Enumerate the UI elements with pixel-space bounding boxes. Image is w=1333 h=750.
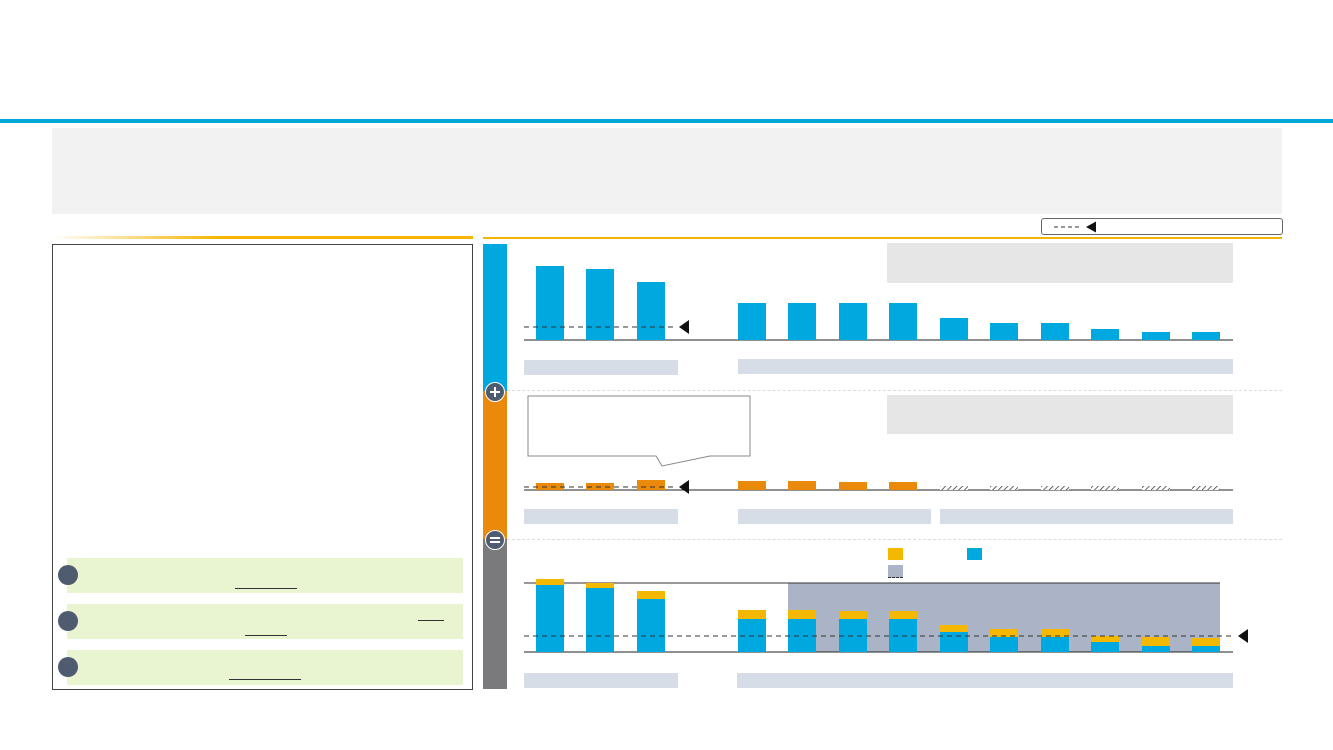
- bar-segment-yellow: [940, 625, 968, 632]
- bar-segment-yellow: [1142, 637, 1170, 646]
- bar-segment-blue: [1142, 646, 1170, 652]
- hatched-bar: [1192, 486, 1220, 490]
- band-blue: [483, 244, 507, 391]
- summary-box: [52, 128, 1282, 214]
- bar: [1041, 323, 1069, 340]
- group-label-b: [738, 509, 931, 524]
- bar: [738, 303, 766, 340]
- number-circle-icon: [58, 611, 78, 631]
- bar-segment-blue: [1192, 646, 1220, 652]
- hatched-bar: [1041, 486, 1069, 490]
- number-circle-icon: [58, 565, 78, 585]
- reference-legend-box: [1041, 218, 1283, 235]
- group-label-b: [738, 359, 1233, 374]
- bar-segment-yellow: [839, 611, 867, 619]
- triangle-marker-icon: [679, 480, 689, 494]
- bar-segment-blue: [990, 637, 1018, 652]
- underline: [418, 620, 444, 621]
- hatched-bar: [940, 486, 968, 490]
- group-label-b: [737, 673, 1233, 688]
- number-circle-icon: [58, 657, 78, 677]
- bar: [1142, 332, 1170, 340]
- bar-segment-blue: [1041, 637, 1069, 652]
- underline: [229, 679, 301, 680]
- plus-circle-icon: [485, 382, 505, 402]
- bar-segment-yellow: [1041, 629, 1069, 637]
- note-box-top: [887, 243, 1233, 283]
- hatched-bar: [1091, 486, 1119, 490]
- bar-segment-blue: [637, 599, 665, 652]
- bar: [889, 303, 917, 340]
- band-grey: [483, 539, 507, 689]
- bar: [1091, 329, 1119, 340]
- underline: [235, 588, 297, 589]
- bar-segment-blue: [788, 619, 816, 652]
- equals-circle-icon: [485, 530, 505, 550]
- bar: [940, 318, 968, 340]
- bar-segment-yellow: [637, 591, 665, 599]
- bar-segment-yellow: [990, 629, 1018, 637]
- legend-swatch-yellow: [888, 548, 903, 560]
- left-text-panel: [52, 244, 473, 690]
- bar-segment-blue: [940, 632, 968, 652]
- bar-segment-blue: [586, 588, 614, 652]
- bar: [990, 323, 1018, 340]
- reference-line-legend-icon: [1054, 221, 1096, 233]
- bar: [839, 482, 867, 490]
- triangle-marker-icon: [679, 320, 689, 334]
- takeaway-1: [58, 558, 463, 593]
- bar-segment-yellow: [1091, 636, 1119, 642]
- bar: [536, 483, 564, 490]
- bar: [839, 303, 867, 340]
- section-divider: [507, 390, 1282, 391]
- bar: [1192, 332, 1220, 340]
- bar-segment-blue: [536, 585, 564, 652]
- underline: [245, 635, 287, 636]
- legend-swatch-blue: [967, 548, 982, 560]
- bar-segment-yellow: [536, 579, 564, 585]
- bar-segment-yellow: [586, 583, 614, 588]
- group-label-a: [524, 673, 678, 688]
- takeaway-2: [58, 604, 463, 639]
- section-divider: [507, 539, 1282, 540]
- right-header-rule: [483, 237, 1282, 239]
- bar-segment-blue: [1091, 642, 1119, 652]
- bar-segment-yellow: [788, 610, 816, 619]
- bar-segment-yellow: [889, 611, 917, 619]
- group-label-c: [940, 509, 1233, 524]
- takeaway-3: [58, 650, 463, 685]
- callout-bubble: [527, 395, 751, 467]
- top-accent-rule: [0, 119, 1333, 123]
- bar: [738, 481, 766, 490]
- bar: [637, 282, 665, 340]
- bar: [788, 303, 816, 340]
- hatched-bar: [990, 486, 1018, 490]
- legend-swatch-shaded: [888, 565, 903, 578]
- bar-segment-yellow: [1192, 638, 1220, 646]
- triangle-marker-icon: [1238, 629, 1248, 643]
- bar-segment-yellow: [738, 610, 766, 619]
- band-orange: [483, 391, 507, 539]
- bar: [788, 481, 816, 490]
- bar: [586, 269, 614, 340]
- group-label-a: [524, 360, 678, 375]
- bar: [637, 480, 665, 490]
- hatched-bar: [1142, 486, 1170, 490]
- bar: [536, 266, 564, 340]
- bar: [889, 482, 917, 490]
- note-box-middle: [887, 395, 1233, 434]
- left-header-rule: [52, 236, 473, 239]
- group-label-a: [524, 509, 678, 524]
